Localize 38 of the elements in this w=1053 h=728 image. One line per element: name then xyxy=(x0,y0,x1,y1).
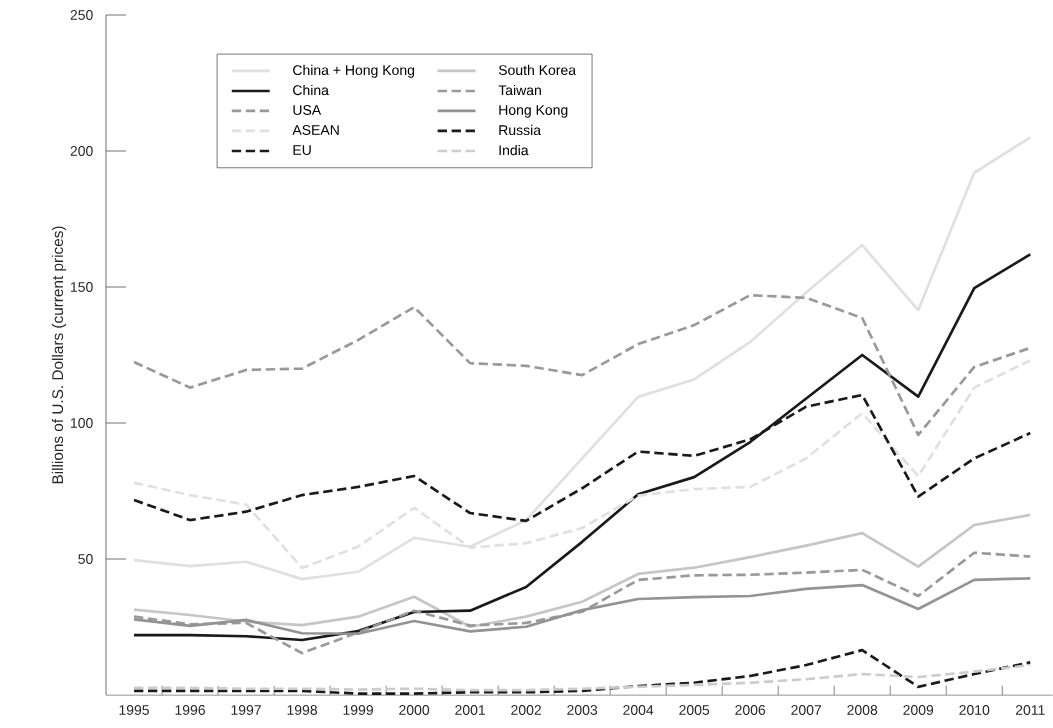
y-axis-title: Billions of U.S. Dollars (current prices) xyxy=(51,226,67,484)
y-tick-label: 200 xyxy=(70,146,93,156)
y-tick-label: 150 xyxy=(71,282,93,292)
x-tick-label: 2011 xyxy=(1015,705,1045,715)
legend-label: China xyxy=(293,84,329,96)
legend-label: China + Hong Kong xyxy=(293,64,415,78)
x-tick-label: 2001 xyxy=(455,705,485,715)
x-tick-label: 2009 xyxy=(903,705,934,715)
x-tick-label: 2002 xyxy=(511,705,541,715)
y-tick-label: 50 xyxy=(78,554,93,564)
x-tick-label: 1995 xyxy=(119,705,149,715)
x-tick-label: 2010 xyxy=(959,705,990,715)
legend-label: EU xyxy=(293,145,311,155)
line-series xyxy=(132,663,1032,692)
x-tick-label: 2005 xyxy=(679,705,710,715)
legend-label: ASEAN xyxy=(292,125,339,135)
x-tick-label: 2003 xyxy=(567,705,598,715)
line-series xyxy=(132,513,1032,629)
line-series xyxy=(132,551,1032,655)
y-tick-label: 250 xyxy=(70,10,93,20)
x-tick-label: 2008 xyxy=(847,705,878,715)
x-tick-label: 2007 xyxy=(791,705,822,715)
legend-label: Taiwan xyxy=(498,84,541,96)
x-tick-label: 1998 xyxy=(287,705,318,715)
legend-label: Hong Kong xyxy=(499,105,568,118)
x-tick-label: 2006 xyxy=(735,705,766,715)
y-tick-label: 100 xyxy=(71,418,93,428)
x-tick-label: 2000 xyxy=(399,705,430,715)
legend-label: Russia xyxy=(499,124,542,136)
legend-label: USA xyxy=(293,105,322,115)
x-tick-label: 2004 xyxy=(623,705,654,715)
legend-label: India xyxy=(499,144,529,156)
x-tick-label: 1999 xyxy=(343,705,373,715)
line-series xyxy=(132,136,1032,581)
line-series xyxy=(132,253,1032,642)
x-tick-label: 1996 xyxy=(175,705,205,715)
x-tick-label: 1997 xyxy=(231,705,261,715)
legend-label: South Korea xyxy=(498,64,577,76)
